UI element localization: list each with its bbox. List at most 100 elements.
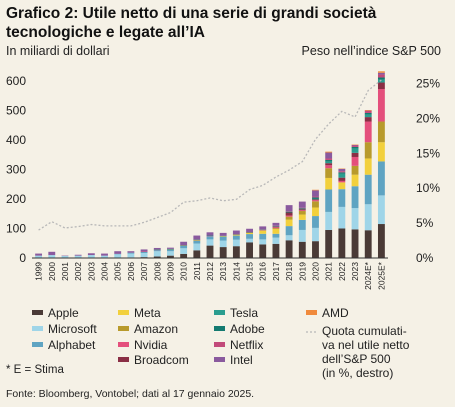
y-tick-label: 300 — [6, 162, 26, 176]
bar-segment-intel — [87, 253, 95, 256]
bar-segment-alphabet — [219, 236, 227, 241]
x-tick-label: 2012 — [205, 262, 215, 281]
bar-segment-nvidia — [325, 165, 333, 169]
x-tick-label: 2007 — [139, 262, 149, 281]
legend-swatch — [32, 326, 43, 331]
y-tick-label: 600 — [6, 74, 26, 88]
bar-segment-microsoft — [180, 248, 188, 254]
legend-swatch — [118, 342, 129, 347]
bar-segment-microsoft — [153, 251, 161, 257]
bar-segment-meta — [232, 234, 240, 236]
bar-segment-microsoft — [127, 253, 135, 258]
bar-segment-alphabet — [272, 233, 280, 238]
bar-segment-amd — [377, 71, 385, 73]
bar-segment-nvidia — [259, 229, 267, 231]
bar-segment-adobe — [338, 172, 346, 174]
bar-segment-microsoft — [259, 239, 267, 245]
bar-segment-intel — [153, 247, 161, 250]
bar-segment-apple — [193, 250, 201, 258]
bar-segment-microsoft — [219, 240, 227, 248]
bar-segment-amazon — [377, 121, 385, 143]
bar-segment-microsoft — [87, 255, 95, 258]
bar-segment-nvidia — [312, 200, 319, 202]
bar-segment-microsoft — [48, 255, 56, 258]
x-tick-label: 2014 — [231, 262, 241, 281]
bar-segment-broadcom — [377, 82, 385, 90]
bar-segment-intel — [232, 230, 240, 235]
bar-segment-netflix — [351, 145, 359, 147]
bar-segment-microsoft — [74, 255, 82, 258]
bar-segment-alphabet — [153, 250, 161, 252]
y-axis-label-right: Peso nell’indice S&P 500 — [301, 44, 441, 58]
y-right-tick-label: 0% — [416, 251, 434, 265]
bar-segment-amazon — [325, 168, 333, 178]
legend-label: Nvidia — [134, 338, 168, 352]
chart-title: Grafico 2: Utile netto di una serie di g… — [6, 5, 377, 41]
bar-segment-broadcom — [312, 199, 319, 201]
bar-segment-intel — [114, 251, 122, 254]
bar-segment-tesla — [338, 173, 346, 178]
bar-segment-intel — [140, 249, 148, 252]
y-right-tick-label: 15% — [416, 146, 440, 160]
legend-swatch — [214, 357, 225, 362]
bar-segment-apple — [259, 244, 267, 258]
x-tick-label: 2011 — [192, 262, 202, 281]
x-tick-label: 2015 — [245, 262, 255, 281]
x-tick-label: 2006 — [126, 262, 136, 281]
legend-label-line: Quota cumulati- — [322, 324, 407, 338]
bar-segment-adobe — [377, 77, 385, 80]
bar-segment-amazon — [298, 211, 306, 215]
bar-segment-apple — [206, 245, 214, 258]
bar-segment-alphabet — [206, 236, 214, 240]
bar-segment-intel — [298, 201, 306, 208]
bar-segment-broadcom — [272, 226, 280, 228]
bar-segment-broadcom — [285, 212, 293, 216]
legend-label: Netflix — [230, 338, 263, 352]
bar-segment-intel — [246, 228, 253, 233]
bar-segment-amazon — [272, 228, 280, 230]
legend-label: AMD — [322, 306, 349, 320]
legend-swatch — [118, 357, 129, 362]
y-right-tick-label: 10% — [416, 181, 440, 195]
bar-segment-alphabet — [246, 234, 253, 239]
bar-segment-broadcom — [325, 163, 333, 166]
bar-segment-microsoft — [101, 255, 108, 258]
bar-segment-alphabet — [325, 189, 333, 212]
bar-segment-apple — [377, 224, 385, 258]
legend-label: Apple — [48, 306, 79, 320]
bar-segment-broadcom — [338, 177, 346, 181]
bar-segment-meta — [272, 229, 280, 234]
bar-segment-intel — [127, 251, 135, 253]
bar-segment-amazon — [312, 201, 319, 208]
bar-segment-microsoft — [377, 195, 385, 225]
bar-segment-meta — [325, 177, 333, 190]
bar-segment-apple — [232, 246, 240, 258]
bar-segment-intel — [325, 152, 333, 159]
bar-segment-alphabet — [193, 240, 201, 244]
x-tick-label: 2025E* — [376, 261, 386, 290]
legend-swatch — [214, 342, 225, 347]
bar-segment-nvidia — [298, 210, 306, 212]
legend-label: Broadcom — [134, 353, 189, 367]
bar-segment-intel — [351, 144, 359, 146]
bar-segment-meta — [377, 142, 385, 162]
bar-segment-alphabet — [167, 249, 174, 252]
bar-segment-microsoft — [193, 243, 201, 251]
legend-swatch — [214, 310, 225, 315]
bar-segment-microsoft — [364, 204, 372, 231]
bar-segment-apple — [180, 253, 188, 258]
bar-segment-adobe — [325, 159, 333, 162]
bar-segment-nvidia — [364, 121, 372, 143]
bar-segment-meta — [298, 214, 306, 220]
y-right-tick-label: 20% — [416, 111, 440, 125]
bar-segment-intel — [272, 222, 280, 226]
x-tick-label: 2000 — [47, 262, 57, 281]
x-tick-label: 2022 — [337, 262, 347, 281]
legend-swatch — [118, 326, 129, 331]
x-tick-label: 2016 — [258, 262, 268, 281]
x-tick-label: 1999 — [34, 262, 44, 281]
bar-segment-alphabet — [298, 219, 306, 230]
x-tick-label: 2018 — [284, 262, 294, 281]
